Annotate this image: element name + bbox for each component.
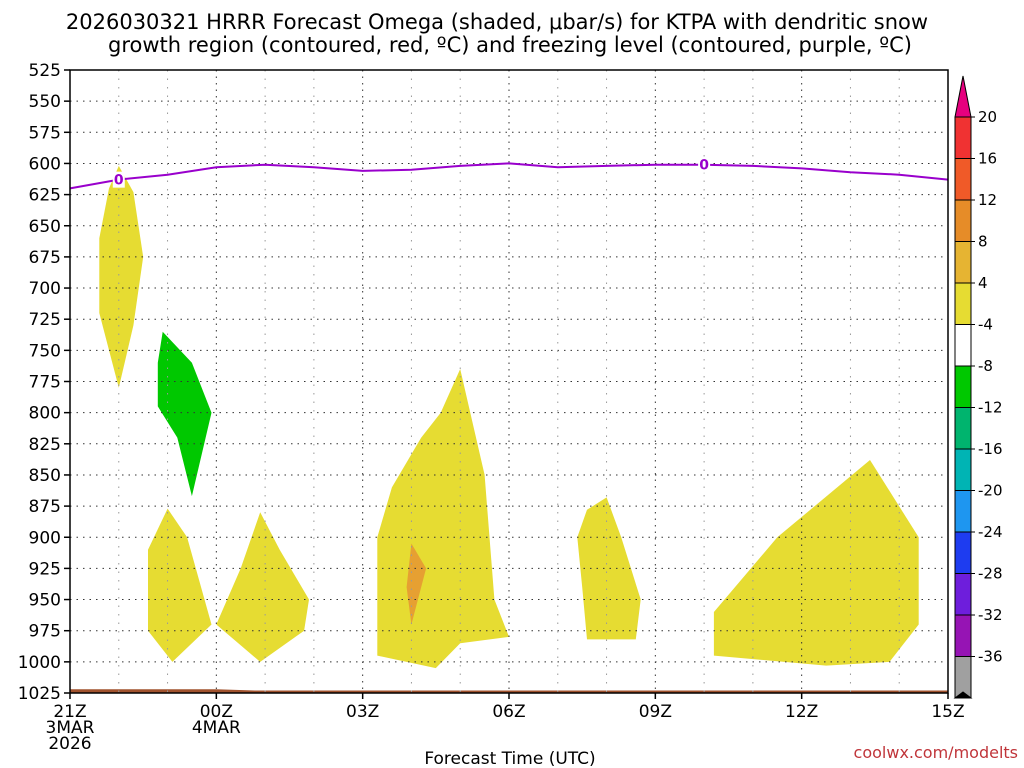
terrain-layer	[70, 689, 948, 693]
x-tick-label: 12Z	[785, 702, 818, 722]
colorbar-label: -24	[978, 523, 1003, 541]
colorbar-segment	[954, 116, 972, 159]
colorbar-segment	[954, 448, 972, 491]
x-tick-label: 03Z	[346, 702, 379, 722]
colorbar-segment	[954, 158, 972, 201]
colorbar-segment	[954, 365, 972, 408]
x-tick-label: 2026	[48, 734, 91, 754]
credit-link[interactable]: coolwx.com/modelts	[854, 743, 1018, 762]
y-tick-label: 750	[29, 341, 61, 361]
y-tick-label: 650	[29, 217, 61, 237]
gridlines	[70, 70, 948, 693]
colorbar-label: 4	[978, 274, 988, 292]
x-tick-label: 4MAR	[192, 718, 241, 738]
y-tick-label: 525	[29, 61, 61, 81]
omega-region-1	[99, 165, 144, 388]
colorbar-segment	[954, 282, 972, 325]
freezing-label-bg	[698, 156, 711, 173]
x-axis-label: Forecast Time (UTC)	[424, 749, 595, 768]
freezing-level-line	[69, 162, 949, 190]
omega-region-2	[157, 331, 212, 497]
y-tick-label: 1025	[18, 684, 61, 704]
omega-region-4	[216, 512, 309, 662]
colorbar-label: 20	[978, 108, 997, 126]
colorbar-top-arrow	[954, 75, 972, 118]
freezing-label-bg	[112, 171, 125, 188]
x-tick-label: 15Z	[931, 702, 964, 722]
y-tick-label: 975	[29, 622, 61, 642]
omega-region-5	[377, 369, 509, 669]
y-tick-label: 550	[29, 92, 61, 112]
colorbar-label: -36	[978, 648, 1003, 666]
omega-shading-layer	[99, 165, 919, 669]
y-tick-label: 725	[29, 310, 61, 330]
colorbar-segment	[954, 199, 972, 242]
colorbar-segment	[954, 324, 972, 367]
chart-title-line-2: growth region (contoured, red, ºC) and f…	[108, 33, 912, 57]
y-tick-label: 850	[29, 466, 61, 486]
y-tick-label: 700	[29, 279, 61, 299]
y-tick-label: 875	[29, 497, 61, 517]
colorbar-label: 8	[978, 233, 988, 251]
x-tick-label: 09Z	[639, 702, 672, 722]
x-tick-label: 06Z	[492, 702, 525, 722]
omega-region-8	[713, 460, 919, 666]
colorbar-segment	[954, 407, 972, 450]
colorbar-label: -28	[978, 565, 1003, 583]
colorbar-segment	[954, 490, 972, 533]
omega-region-7	[577, 497, 641, 640]
colorbar-label: -8	[978, 357, 993, 375]
colorbar-segment	[954, 531, 972, 574]
y-axis-ticks: 525 550 575 600 625 650 675 700 725 750 775 800 825 8…	[18, 61, 70, 704]
y-tick-label: 900	[29, 528, 61, 548]
colorbar-segment	[954, 614, 972, 657]
colorbar-bottom-arrow	[953, 691, 973, 699]
y-tick-label: 775	[29, 373, 61, 393]
colorbar-label: -32	[978, 606, 1003, 624]
colorbar: 20 16 12 8 4 -4 -8 -12 -16 -20 -24 -28 -32 -36	[953, 75, 1003, 699]
y-tick-label: 575	[29, 123, 61, 143]
y-tick-label: 925	[29, 559, 61, 579]
chart-title-line-1: 2026030321 HRRR Forecast Omega (shaded, …	[66, 10, 928, 34]
colorbar-label: -20	[978, 482, 1003, 500]
x-tick-label: 3MAR	[46, 718, 95, 738]
colorbar-label: -16	[978, 440, 1003, 458]
y-tick-label: 1000	[18, 653, 61, 673]
freezing-level-layer: 00	[69, 156, 949, 190]
colorbar-label: -4	[978, 316, 993, 334]
omega-region-3	[148, 508, 212, 662]
colorbar-segment	[954, 573, 972, 616]
freezing-level-label: 0	[699, 158, 709, 174]
freezing-level-label: 0	[114, 173, 124, 189]
y-tick-label: 825	[29, 435, 61, 455]
x-tick-label: 00Z	[200, 702, 233, 722]
y-tick-label: 625	[29, 186, 61, 206]
colorbar-label: 16	[978, 150, 997, 168]
x-tick-label: 21Z	[53, 702, 86, 722]
y-tick-label: 675	[29, 248, 61, 268]
y-tick-label: 800	[29, 404, 61, 424]
y-tick-label: 600	[29, 154, 61, 174]
y-tick-label: 950	[29, 591, 61, 611]
terrain-band	[70, 689, 948, 693]
colorbar-segment	[954, 241, 972, 284]
colorbar-label: -12	[978, 399, 1003, 417]
colorbar-label: 12	[978, 191, 997, 209]
